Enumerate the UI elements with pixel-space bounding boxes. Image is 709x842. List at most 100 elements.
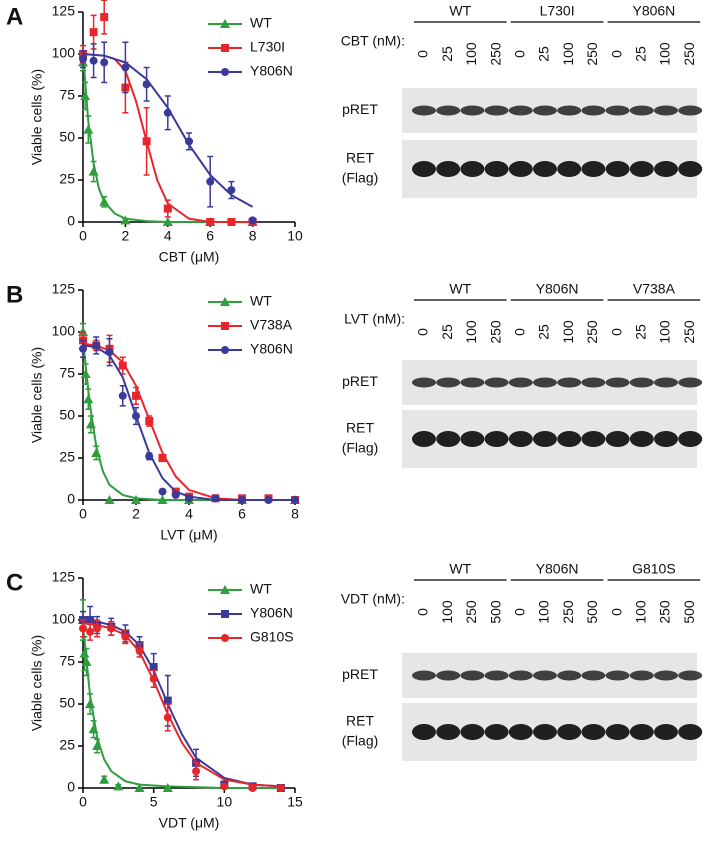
marker (162, 783, 173, 792)
x-tick-label: 6 (206, 228, 214, 244)
row-label: RET (346, 713, 374, 729)
dose-label: 500 (487, 600, 503, 624)
blot-band (557, 724, 582, 740)
legend-marker (221, 44, 229, 52)
dose-label: 250 (681, 320, 697, 344)
marker (163, 204, 172, 213)
marker (185, 494, 193, 503)
x-axis-label: LVT (μM) (160, 527, 217, 543)
dose-label: 25 (439, 324, 455, 340)
dose-label: 0 (608, 50, 624, 58)
blot-band (412, 670, 436, 681)
dose-label: 25 (633, 324, 649, 340)
legend-label: WT (250, 581, 272, 597)
y-tick-label: 0 (67, 491, 75, 507)
marker (163, 713, 172, 722)
y-tick-label: 100 (52, 611, 76, 627)
marker (145, 452, 154, 461)
blot-band (436, 431, 461, 447)
row-label: RET (346, 150, 374, 166)
marker (79, 344, 87, 353)
marker (89, 56, 98, 65)
x-axis-label: CBT (μM) (159, 249, 220, 265)
blot-band (581, 161, 606, 177)
legend-label: Y806N (250, 341, 293, 357)
y-tick-label: 75 (59, 653, 75, 669)
marker (220, 782, 229, 791)
marker (248, 216, 257, 225)
group-label: Y806N (536, 281, 579, 297)
blot-band (412, 105, 436, 116)
dose-label: 25 (536, 324, 552, 340)
legend-marker (221, 68, 229, 76)
marker (149, 674, 158, 683)
marker (211, 494, 220, 503)
dose-label: 250 (681, 42, 697, 66)
x-tick-label: 8 (249, 228, 257, 244)
y-tick-label: 50 (59, 129, 75, 145)
marker (162, 217, 173, 226)
blot-band (678, 377, 703, 388)
marker (121, 632, 130, 641)
x-tick-label: 10 (287, 228, 303, 244)
marker (206, 177, 215, 186)
legend-label: L730I (250, 39, 285, 55)
blot-band (629, 105, 654, 116)
y-tick-label: 125 (52, 281, 76, 297)
marker (276, 784, 285, 792)
y-tick-label: 25 (59, 737, 75, 753)
y-tick-label: 0 (67, 213, 75, 229)
dose-label: 0 (415, 608, 431, 616)
blot-band (557, 431, 582, 447)
x-tick-label: 0 (79, 228, 87, 244)
blot-band (605, 670, 630, 681)
marker (80, 91, 91, 100)
blot-band (484, 431, 509, 447)
blot-band (581, 105, 606, 116)
marker (81, 657, 92, 666)
marker (185, 137, 193, 146)
marker (93, 624, 102, 633)
y-tick-label: 75 (59, 87, 75, 103)
marker (88, 724, 99, 734)
marker (99, 774, 110, 784)
blot-band (460, 670, 485, 681)
dose-label: 250 (584, 320, 600, 344)
marker (104, 495, 115, 504)
marker (80, 369, 91, 378)
group-label: Y806N (536, 561, 579, 577)
dose-label: 100 (463, 42, 479, 66)
blot-band (508, 377, 533, 388)
legend-label: V738A (250, 317, 293, 333)
x-tick-label: 4 (185, 506, 193, 522)
y-tick-label: 125 (52, 3, 76, 19)
blot-band (533, 377, 557, 388)
blot-band (508, 161, 533, 177)
marker (100, 58, 109, 67)
blot-band (654, 724, 678, 740)
y-axis-label: Viable cells (%) (29, 347, 45, 443)
dose-label: 0 (512, 50, 528, 58)
marker (158, 487, 167, 496)
dose-label: 100 (560, 42, 576, 66)
marker (135, 646, 144, 655)
blot-band (412, 431, 436, 447)
blot-band (436, 105, 461, 116)
fit-curve (82, 340, 295, 501)
blot-band (484, 105, 509, 116)
blot-band (436, 377, 461, 388)
marker (86, 616, 95, 624)
dose-label: 500 (584, 600, 600, 624)
dose-label: 0 (415, 50, 431, 58)
marker (149, 663, 158, 672)
dose-label: 0 (415, 328, 431, 336)
dose-label: 25 (536, 46, 552, 62)
blot-band (533, 724, 557, 740)
dose-title: LVT (nM): (344, 311, 405, 327)
marker (291, 496, 299, 504)
x-tick-label: 2 (132, 506, 140, 522)
marker (79, 55, 87, 64)
dose-label: 100 (463, 320, 479, 344)
